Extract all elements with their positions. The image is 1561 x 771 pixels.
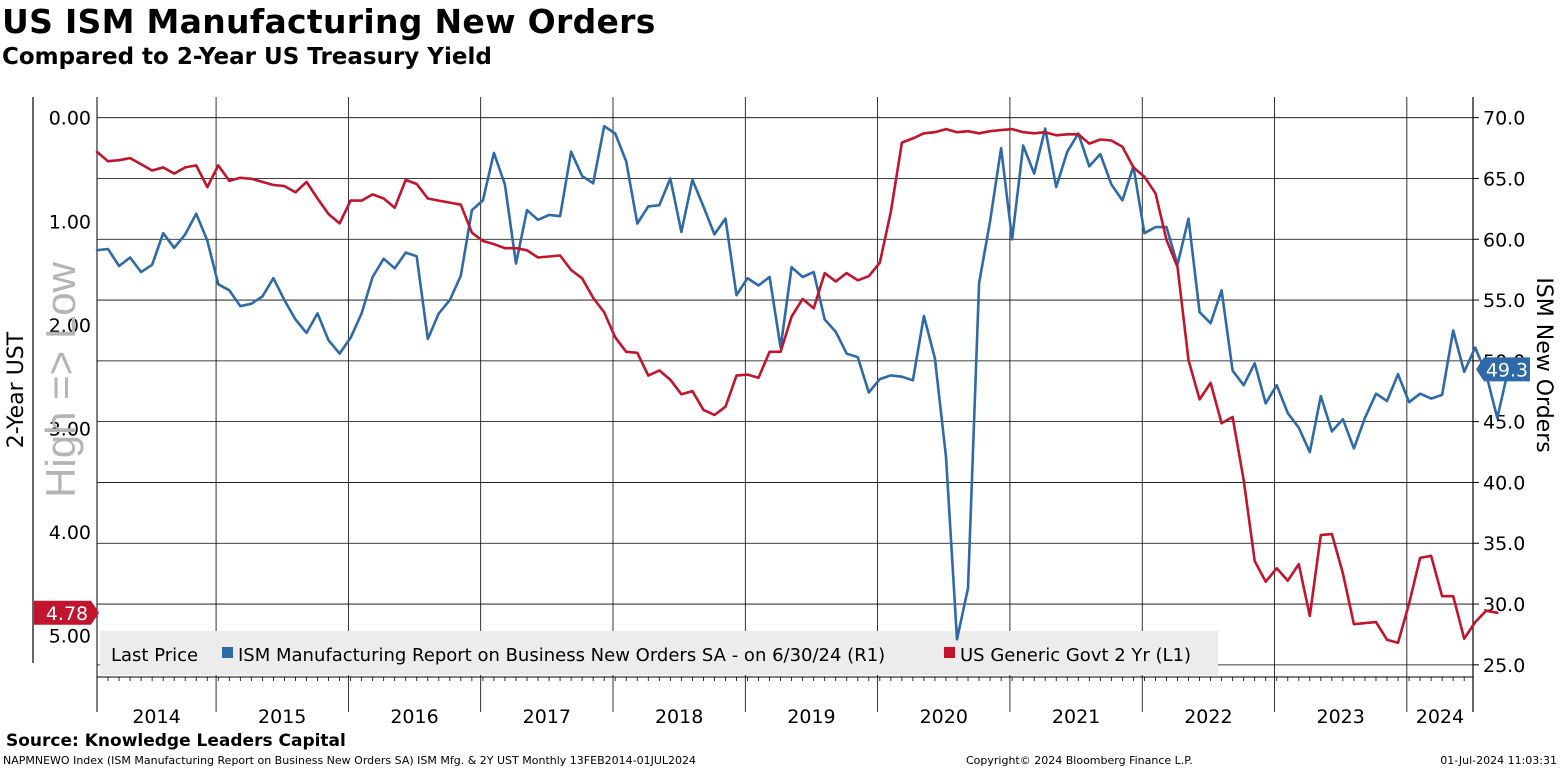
legend-swatch-ust xyxy=(944,647,955,658)
x-tick-label: 2023 xyxy=(1317,706,1365,728)
x-tick-label: 2024 xyxy=(1416,706,1464,728)
y-axis-right: 25.030.035.040.045.050.055.060.065.070.0 xyxy=(1472,97,1525,712)
y-right-tick-label: 45.0 xyxy=(1483,412,1525,434)
x-tick-label: 2019 xyxy=(787,706,835,728)
high-low-annotation: High => Low xyxy=(37,261,84,497)
last-value-label-left: 4.78 xyxy=(46,603,88,625)
chart-title: US ISM Manufacturing New Orders xyxy=(2,2,656,41)
x-tick-label: 2018 xyxy=(655,706,703,728)
legend: Last Price ISM Manufacturing Report on B… xyxy=(100,631,1218,675)
y-left-tick-label: 4.00 xyxy=(49,522,91,544)
y-left-tick-label: 3.00 xyxy=(49,418,91,440)
y-left-axis-label: 2-Year UST xyxy=(4,331,29,448)
chart-subtitle: Compared to 2-Year US Treasury Yield xyxy=(2,44,492,70)
y-left-tick-label: 2.00 xyxy=(49,315,91,337)
y-right-tick-label: 25.0 xyxy=(1483,655,1525,677)
y-right-tick-label: 40.0 xyxy=(1483,472,1525,494)
series-line-2yr-ust xyxy=(95,127,1499,645)
x-axis: 2014 2015 2016 2017 2018 2019 2020 2021 2022 2023… xyxy=(96,676,1473,728)
y-right-tick-label: 60.0 xyxy=(1483,229,1525,251)
last-value-badges: 4.78 49.3 xyxy=(34,357,1530,625)
x-tick-label: 2015 xyxy=(258,706,306,728)
y-left-tick-label: 1.00 xyxy=(49,211,91,233)
last-value-badge-right xyxy=(1476,357,1530,382)
last-value-label-right: 49.3 xyxy=(1486,359,1528,381)
y-axis-left: 0.00 1.00 2.00 3.00 4.00 5.00 xyxy=(32,97,91,663)
source-note: Source: Knowledge Leaders Capital xyxy=(6,731,346,751)
x-tick-label: 2017 xyxy=(523,706,571,728)
y-left-tick-label: 0.00 xyxy=(49,108,91,130)
x-tick-label: 2021 xyxy=(1052,706,1100,728)
x-tick-label: 2016 xyxy=(390,706,438,728)
last-value-badge-left xyxy=(34,600,99,625)
y-right-tick-label: 30.0 xyxy=(1483,594,1525,616)
y-right-tick-label: 55.0 xyxy=(1483,290,1525,312)
legend-swatch-ism xyxy=(222,647,233,658)
y-right-tick-label: 65.0 xyxy=(1483,168,1525,190)
x-tick-label: 2020 xyxy=(920,706,968,728)
x-tick-label: 2022 xyxy=(1184,706,1232,728)
x-tick-label: 2014 xyxy=(132,706,180,728)
footer-copyright: Copyright© 2024 Bloomberg Finance L.P. xyxy=(966,754,1193,767)
chart-grid xyxy=(96,97,1473,712)
y-right-tick-label: 35.0 xyxy=(1483,533,1525,555)
y-right-tick-label: 70.0 xyxy=(1483,108,1525,130)
legend-background xyxy=(100,631,1218,675)
footer-timestamp: 01-Jul-2024 11:03:31 xyxy=(1440,754,1557,767)
legend-label-ust: US Generic Govt 2 Yr (L1) xyxy=(960,645,1191,666)
series-lines xyxy=(95,124,1510,645)
y-right-axis-label: ISM New Orders xyxy=(1531,277,1556,452)
y-left-tick-label: 5.00 xyxy=(49,626,91,648)
footer-description: NAPMNEWO Index (ISM Manufacturing Report… xyxy=(3,754,696,767)
legend-label-ism: ISM Manufacturing Report on Business New… xyxy=(238,645,885,666)
legend-prefix: Last Price xyxy=(111,645,198,666)
series-line-ism-new-orders xyxy=(95,124,1510,641)
